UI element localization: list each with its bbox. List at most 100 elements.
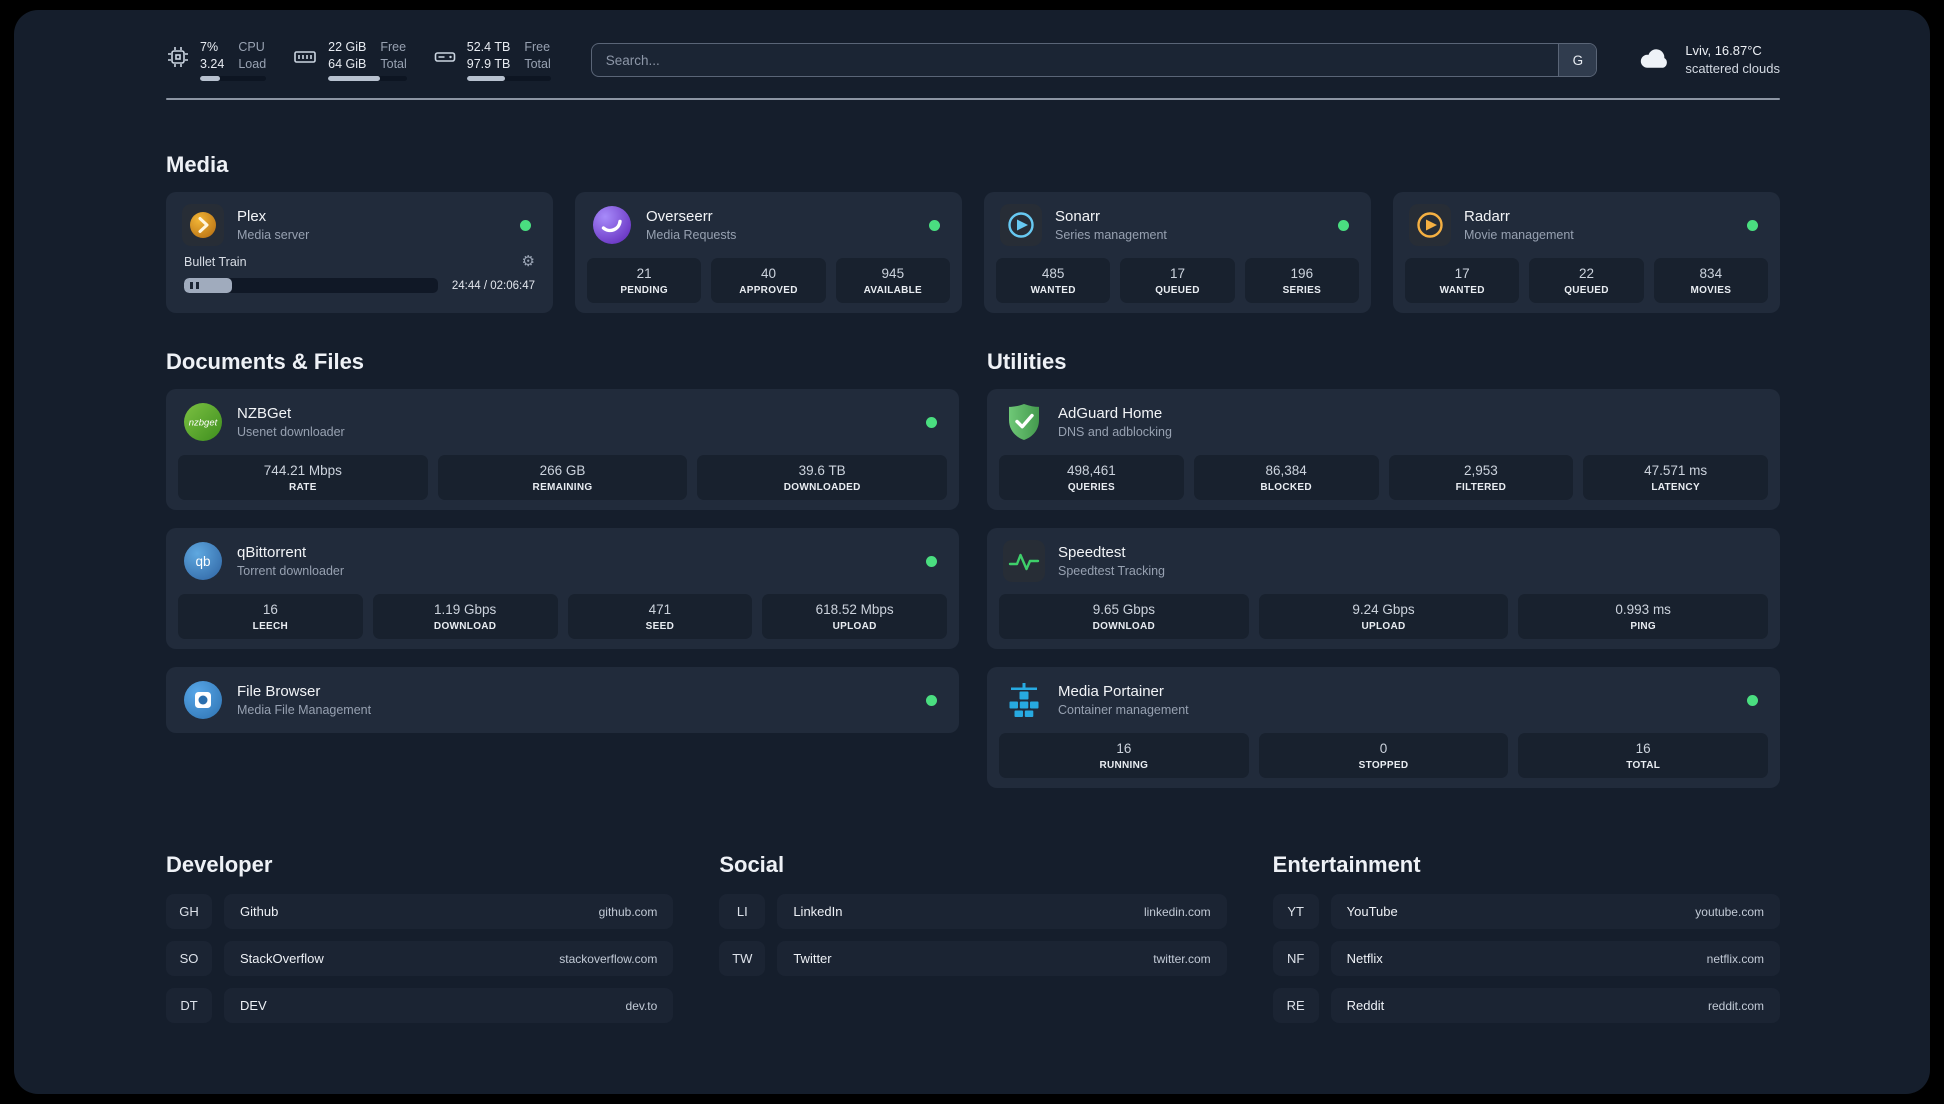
weather-condition: scattered clouds — [1685, 61, 1780, 76]
plex-now-playing: Bullet Train ⚙ 24:44 / 02:06:47 — [178, 252, 541, 297]
portainer-header: Media Portainer Container management — [999, 677, 1768, 723]
bookmark-reddit[interactable]: RE Reddit reddit.com — [1272, 988, 1780, 1023]
portainer-stats: 16 RUNNING 0 STOPPED 16 TOTAL — [999, 733, 1769, 778]
adguard-header: AdGuard Home DNS and adblocking — [999, 399, 1768, 445]
bookmark-bar: Reddit reddit.com — [1330, 988, 1780, 1023]
radarr-text: Radarr Movie management — [1464, 208, 1574, 242]
sonarr-text: Sonarr Series management — [1055, 208, 1167, 242]
bookmark-bar: Netflix netflix.com — [1330, 941, 1780, 976]
pause-icon[interactable] — [190, 282, 199, 289]
cpu-load-value: 3.24 — [200, 56, 225, 71]
bookmark-linkedin[interactable]: LI LinkedIn linkedin.com — [719, 894, 1227, 929]
dashboard: 7% 3.24 CPU Load — [14, 10, 1930, 1094]
bookmarks: Developer GH Github github.com SO StackO… — [166, 852, 1780, 1023]
memory-free-label: Free — [380, 40, 407, 55]
bookmark-netflix[interactable]: NF Netflix netflix.com — [1272, 941, 1780, 976]
stat-approved: 40 APPROVED — [711, 258, 826, 303]
disk-icon — [433, 39, 457, 69]
memory-total-value: 64 GiB — [328, 56, 367, 71]
weather-widget: Lviv, 16.87°C scattered clouds — [1637, 42, 1780, 78]
service-card-nzbget[interactable]: nzbget NZBGet Usenet downloader 744.21 M… — [166, 389, 959, 510]
now-playing-title: Bullet Train — [184, 254, 247, 269]
memory-free-value: 22 GiB — [328, 40, 367, 55]
filebrowser-header: File Browser Media File Management — [178, 677, 947, 723]
stat-wanted: 17 WANTED — [1405, 258, 1520, 303]
service-description: Series management — [1055, 228, 1167, 242]
service-card-sonarr[interactable]: Sonarr Series management 485 WANTED 17 Q… — [984, 192, 1371, 313]
service-card-portainer[interactable]: Media Portainer Container management 16 … — [987, 667, 1780, 788]
service-card-plex[interactable]: Plex Media server Bullet Train ⚙ — [166, 192, 553, 313]
cpu-labels: CPU Load — [238, 39, 266, 72]
disk-bar — [466, 75, 551, 81]
adguard-icon — [1003, 401, 1045, 443]
stat-latency: 47.571 ms LATENCY — [1583, 455, 1768, 500]
service-card-qbittorrent[interactable]: qb qBittorrent Torrent downloader 16 LEE… — [166, 528, 959, 649]
media-grid: Plex Media server Bullet Train ⚙ — [166, 192, 1780, 313]
qbittorrent-icon: qb — [182, 540, 224, 582]
service-description: Media server — [237, 228, 310, 242]
nzbget-text: NZBGet Usenet downloader — [237, 405, 345, 439]
service-description: Movie management — [1464, 228, 1574, 242]
stat-wanted: 485 WANTED — [996, 258, 1111, 303]
service-description: Media Requests — [646, 228, 737, 242]
bookmark-stackoverflow[interactable]: SO StackOverflow stackoverflow.com — [166, 941, 674, 976]
social-title: Social — [719, 852, 785, 877]
memory-values: 22 GiB 64 GiB — [328, 39, 366, 72]
stat-ping: 0.993 ms PING — [1518, 594, 1769, 639]
playback-progress-bar[interactable] — [184, 278, 438, 293]
service-card-speedtest[interactable]: Speedtest Speedtest Tracking 9.65 Gbps D… — [987, 528, 1780, 649]
stat-queries: 498,461 QUERIES — [999, 455, 1184, 500]
disk-total-label: Total — [524, 56, 551, 71]
section-media: Media Plex — [166, 152, 1780, 313]
stat-stopped: 0 STOPPED — [1258, 733, 1509, 778]
disk-free-value: 52.4 TB — [466, 40, 511, 55]
stat-queued: 22 QUEUED — [1529, 258, 1644, 303]
status-dot — [520, 219, 531, 231]
service-name: Radarr — [1464, 208, 1510, 225]
service-card-adguard[interactable]: AdGuard Home DNS and adblocking 498,461 … — [987, 389, 1780, 510]
disk-values: 52.4 TB 97.9 TB — [467, 39, 511, 72]
utilities-title: Utilities — [987, 349, 1067, 374]
memory-widget: 22 GiB 64 GiB Free Total — [292, 39, 407, 81]
playback-time: 24:44 / 02:06:47 — [451, 279, 535, 292]
search-provider-button[interactable]: G — [1558, 44, 1597, 76]
cloud-icon — [1637, 45, 1673, 76]
gear-icon[interactable]: ⚙ — [521, 253, 535, 270]
stat-blocked: 86,384 BLOCKED — [1193, 455, 1379, 500]
search-input[interactable] — [591, 44, 1559, 76]
service-name: qBittorrent — [237, 544, 307, 561]
memory-total-label: Total — [380, 56, 407, 71]
stat-leech: 16 LEECH — [178, 594, 363, 639]
status-dot — [1747, 694, 1758, 706]
bookmark-abbr: TW — [719, 941, 766, 976]
bookmark-abbr: DT — [166, 988, 212, 1023]
sonarr-header: Sonarr Series management — [996, 202, 1359, 248]
service-card-filebrowser[interactable]: File Browser Media File Management — [166, 667, 959, 733]
disk-free-label: Free — [524, 40, 551, 55]
bookmark-abbr: SO — [166, 941, 212, 976]
bookmark-youtube[interactable]: YT YouTube youtube.com — [1272, 894, 1780, 929]
stat-available: 945 AVAILABLE — [835, 258, 950, 303]
service-name: AdGuard Home — [1058, 405, 1163, 422]
status-dot — [929, 219, 940, 231]
overseerr-header: Overseerr Media Requests — [587, 202, 950, 248]
cpu-readout: 7% 3.24 CPU Load — [200, 39, 267, 81]
speedtest-icon — [1003, 540, 1045, 582]
status-dot — [926, 694, 937, 706]
cpu-values: 7% 3.24 — [200, 39, 224, 72]
bookmark-github[interactable]: GH Github github.com — [166, 894, 674, 929]
service-card-overseerr[interactable]: Overseerr Media Requests 21 PENDING 40 A… — [575, 192, 962, 313]
bookmark-dev[interactable]: DT DEV dev.to — [166, 988, 674, 1023]
status-dot — [926, 416, 937, 428]
bookmark-twitter[interactable]: TW Twitter twitter.com — [719, 941, 1227, 976]
service-card-radarr[interactable]: Radarr Movie management 17 WANTED 22 QUE… — [1393, 192, 1780, 313]
disk-total-value: 97.9 TB — [466, 56, 511, 71]
speedtest-text: Speedtest Speedtest Tracking — [1058, 544, 1165, 578]
speedtest-header: Speedtest Speedtest Tracking — [999, 538, 1768, 584]
stat-pending: 21 PENDING — [587, 258, 702, 303]
qbittorrent-stats: 16 LEECH 1.19 Gbps DOWNLOAD 471 SEED 6 — [178, 594, 947, 639]
header-divider — [166, 98, 1780, 100]
portainer-icon — [1003, 679, 1045, 721]
disk-readout: 52.4 TB 97.9 TB Free Total — [466, 39, 551, 81]
portainer-text: Media Portainer Container management — [1058, 683, 1189, 717]
